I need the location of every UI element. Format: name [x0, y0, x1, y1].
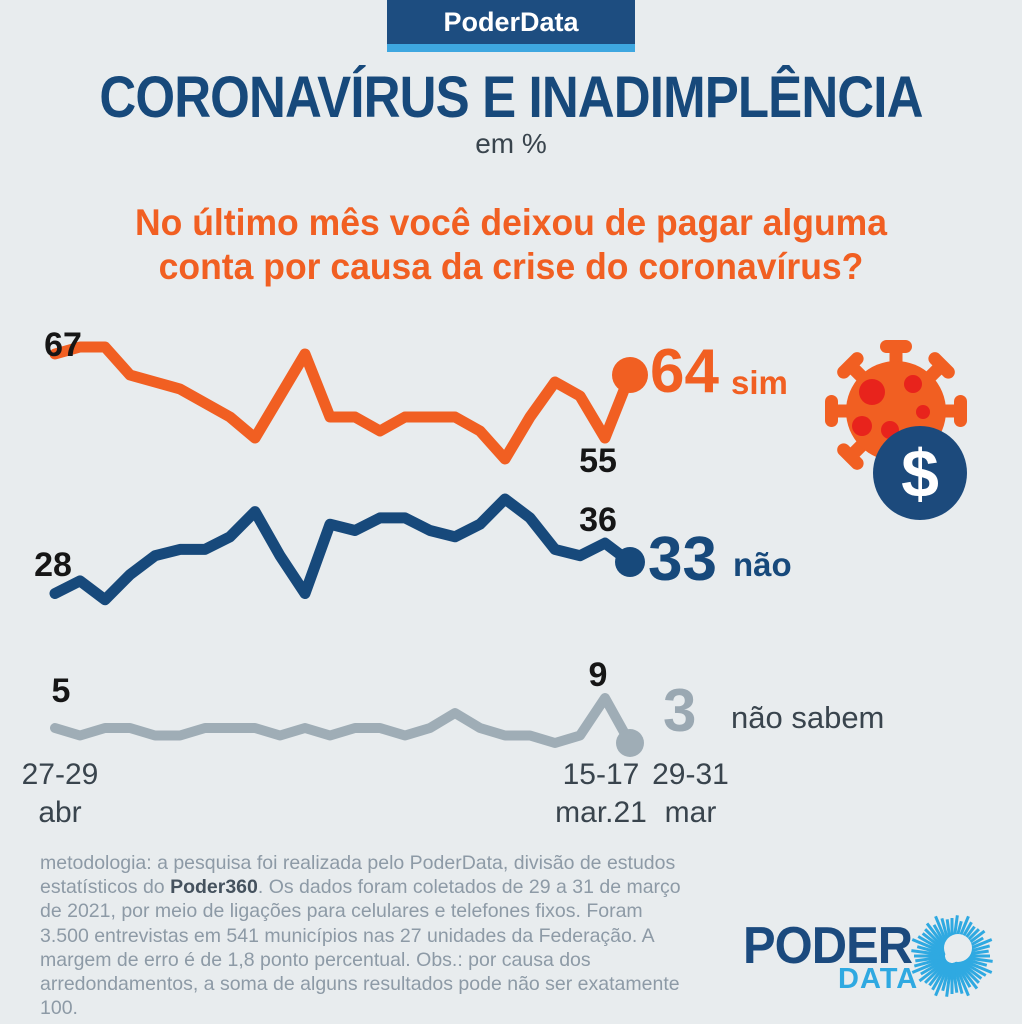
page-title: CORONAVÍRUS E INADIMPLÊNCIA: [99, 65, 923, 130]
x-axis-label-last: 29-31 mar: [652, 758, 729, 829]
logo-burst-ray: [957, 958, 987, 977]
ns-end-value: 3: [663, 677, 697, 744]
banner-underline: [387, 44, 635, 52]
poderdata-banner: PoderData: [387, 0, 635, 44]
virus-spot: [852, 416, 872, 436]
logo-burst-ray: [915, 955, 946, 963]
logo-burst-ray: [954, 961, 972, 988]
logo-burst-ray: [953, 961, 970, 997]
logo-burst-ray: [913, 956, 946, 968]
logo-burst-ray: [921, 932, 948, 953]
nao-series-label: não: [733, 546, 792, 583]
endpoint-dot-não sabem: [616, 729, 644, 757]
logo-data-text: DATA: [838, 963, 919, 995]
logo-burst-ray: [911, 938, 947, 955]
endpoint-dot-não: [615, 547, 645, 577]
x-axis-label-prev: 15-17 mar.21: [555, 758, 647, 829]
virus-spot: [916, 405, 930, 419]
logo-burst-ray: [918, 959, 948, 983]
logo-burst-ray: [924, 959, 949, 984]
logo-burst-ray: [955, 960, 979, 990]
chart-lines: [49, 341, 648, 757]
ns-series-label: não sabem: [731, 700, 885, 735]
sim-series-label: sim: [731, 364, 788, 401]
logo-burst-ray: [911, 957, 947, 974]
line-não sabem: [50, 693, 635, 748]
logo-burst-ray: [931, 961, 950, 991]
sim-start-value: 67: [44, 326, 82, 364]
methodology-prefix: metodologia: a pesquisa foi realizada pe…: [40, 852, 676, 899]
logo-burst-ray: [956, 959, 983, 980]
sim-end-value: 64: [650, 337, 719, 406]
line-não: [49, 493, 636, 606]
poderdata-logo-burst-icon: [911, 915, 993, 997]
question-line-1: No último mês você deixou de pagar algum…: [134, 202, 888, 243]
logo-burst-ray: [911, 949, 946, 957]
x-axis-label-first: 27-29 abr: [21, 758, 99, 829]
banner-label: PoderData: [443, 6, 579, 37]
logo-burst-ray: [951, 962, 959, 993]
logo-poder-text: PODER: [743, 917, 913, 975]
sim-prev-value: 55: [579, 442, 617, 480]
ns-prev-value: 9: [588, 656, 608, 694]
logo-burst-ray: [928, 960, 949, 987]
logo-burst-ray: [955, 959, 980, 984]
nao-prev-value: 36: [579, 501, 617, 539]
logo-burst-ray: [920, 958, 947, 976]
virus-spot: [859, 379, 885, 405]
dollar-coin-icon: $: [873, 426, 967, 520]
logo-burst-ray: [952, 962, 964, 995]
nao-start-value: 28: [34, 546, 72, 584]
line-sim: [49, 341, 636, 465]
endpoint-dot-sim: [612, 357, 648, 393]
virus-spot: [904, 375, 922, 393]
ns-start-value: 5: [51, 672, 71, 710]
logo-burst-ray: [941, 962, 952, 992]
dollar-icon: $: [901, 436, 939, 512]
methodology-brand: Poder360: [170, 876, 258, 899]
logo-burst-ray: [957, 957, 993, 974]
question-line-2: conta por causa da crise do coronavírus?: [158, 246, 864, 287]
logo-burst-ray: [934, 961, 951, 997]
methodology-text: metodologia: a pesquisa foi realizada pe…: [40, 851, 688, 1020]
logo-burst-ray: [916, 945, 946, 956]
unit-subtitle: em %: [475, 128, 547, 159]
nao-end-value: 33: [648, 525, 717, 594]
logo-burst-ray: [924, 928, 949, 953]
logo-burst-ray: [917, 935, 947, 954]
logo-burst-hole: [944, 934, 972, 962]
logo-burst-ray: [945, 962, 953, 997]
methodology-suffix: . Os dados foram coletados de 29 a 31 de…: [40, 876, 681, 1020]
coin-circle: [873, 426, 967, 520]
